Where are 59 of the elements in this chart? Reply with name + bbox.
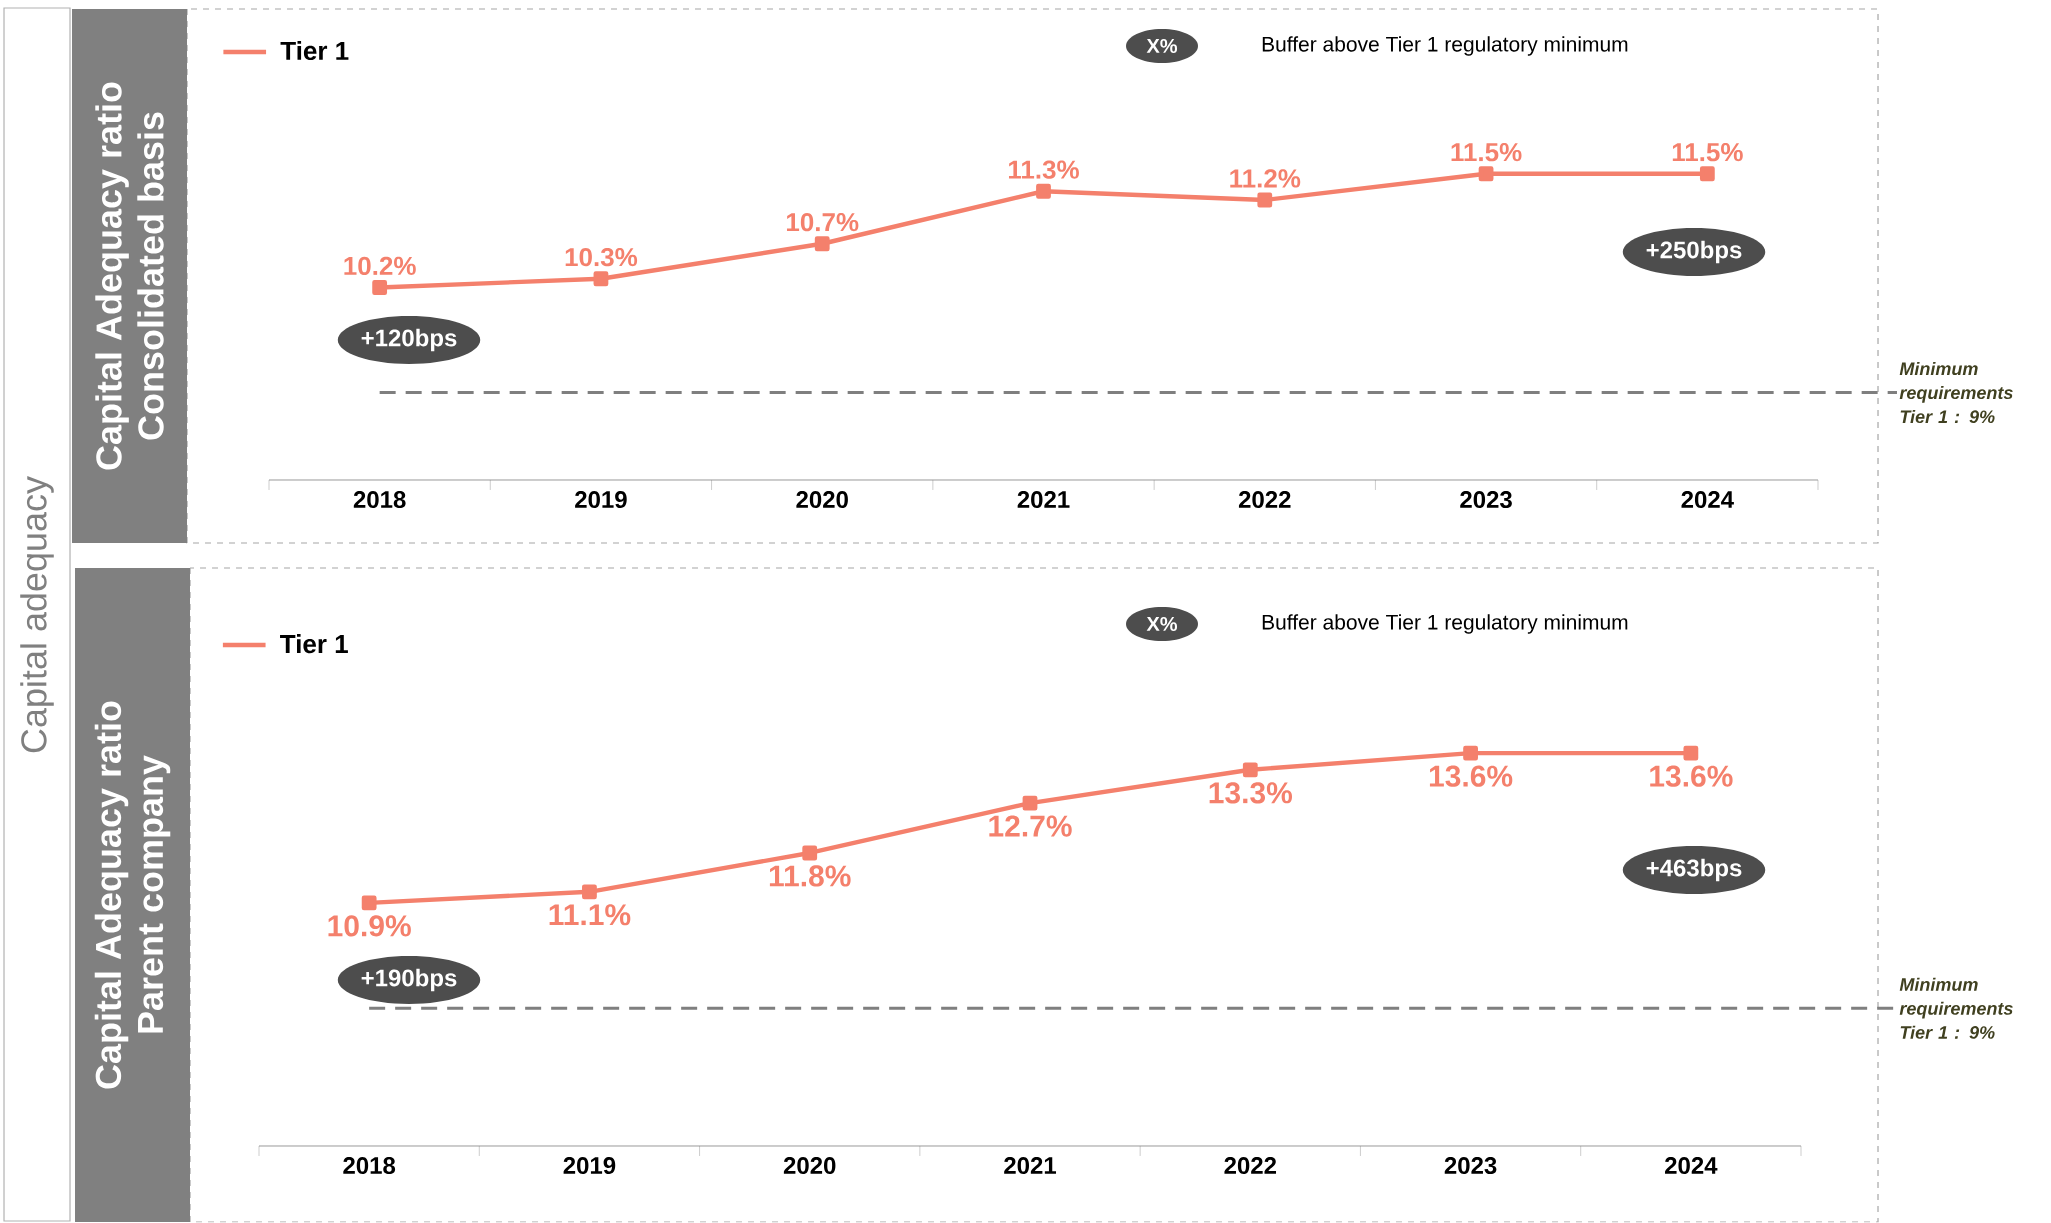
data-label: 11.1% <box>549 904 631 926</box>
data-label: 13.3% <box>1209 782 1293 804</box>
point <box>814 236 830 252</box>
point <box>1463 745 1478 761</box>
point <box>1478 166 1494 182</box>
text: Capital Adequacy ratio <box>94 701 129 1089</box>
text: Consolidated basis <box>137 112 164 440</box>
data-label: 11.5% <box>1672 143 1743 162</box>
data-label: 10.7% <box>786 213 859 232</box>
ref-line-label: Minimum requirements Tier 1 : 9% <box>1899 977 2013 1040</box>
annotation: +250bps <box>1646 241 1742 264</box>
x-tick-label: 2023 <box>1444 1157 1497 1175</box>
point <box>1699 166 1715 182</box>
data-label: 12.7% <box>989 815 1072 837</box>
data-label: 10.9% <box>328 915 411 937</box>
text: X% <box>1146 39 1178 54</box>
legend-label: Tier 1 <box>280 634 348 654</box>
data-label: 11.3% <box>1008 160 1079 180</box>
text: Capital Adequacy ratio <box>95 82 129 470</box>
data-label: 11.5% <box>1451 143 1522 162</box>
x-tick-label: 2019 <box>563 1157 616 1175</box>
x-tick-label: 2023 <box>1460 491 1512 509</box>
text: Parent company <box>138 755 171 1033</box>
data-label: 10.2% <box>344 256 416 276</box>
point <box>1242 762 1258 778</box>
x-tick-label: 2019 <box>575 491 627 509</box>
x-tick-label: 2018 <box>343 1157 396 1175</box>
x-tick-label: 2024 <box>1665 1157 1718 1175</box>
data-label: 10.3% <box>565 248 638 267</box>
text: +120bps <box>361 329 457 352</box>
point <box>1257 192 1273 208</box>
point <box>1036 184 1051 199</box>
point <box>372 280 388 296</box>
data-label: 11.8% <box>769 865 851 887</box>
x-tick-label: 2018 <box>353 491 406 509</box>
point <box>361 895 377 911</box>
text: X% <box>1146 617 1178 632</box>
annotation: +463bps <box>1646 859 1742 882</box>
point <box>1022 795 1038 811</box>
text: Buffer above Tier 1 regulatory minimum <box>1262 614 1628 634</box>
x-tick-label: 2021 <box>1004 1157 1057 1175</box>
x-tick-label: 2022 <box>1224 1157 1277 1175</box>
x-tick-label: 2024 <box>1681 491 1734 509</box>
x-tick-label: 2020 <box>796 491 848 509</box>
x-tick-label: 2022 <box>1238 491 1291 509</box>
point <box>582 884 597 900</box>
data-label: 13.6% <box>1429 765 1513 788</box>
text: Buffer above Tier 1 regulatory minimum <box>1262 36 1628 56</box>
x-tick-label: 2021 <box>1017 491 1070 509</box>
ref-line-label: Minimum requirements Tier 1 : 9% <box>1899 362 2013 424</box>
point <box>802 845 818 861</box>
data-label: 11.2% <box>1230 169 1301 188</box>
legend-label: Tier 1 <box>280 41 349 61</box>
point <box>1683 745 1699 761</box>
x-tick-label: 2020 <box>783 1157 836 1175</box>
data-label: 13.6% <box>1650 765 1733 788</box>
text: Capital adequacy <box>20 476 54 753</box>
text: +190bps <box>361 969 457 992</box>
point <box>593 271 609 287</box>
